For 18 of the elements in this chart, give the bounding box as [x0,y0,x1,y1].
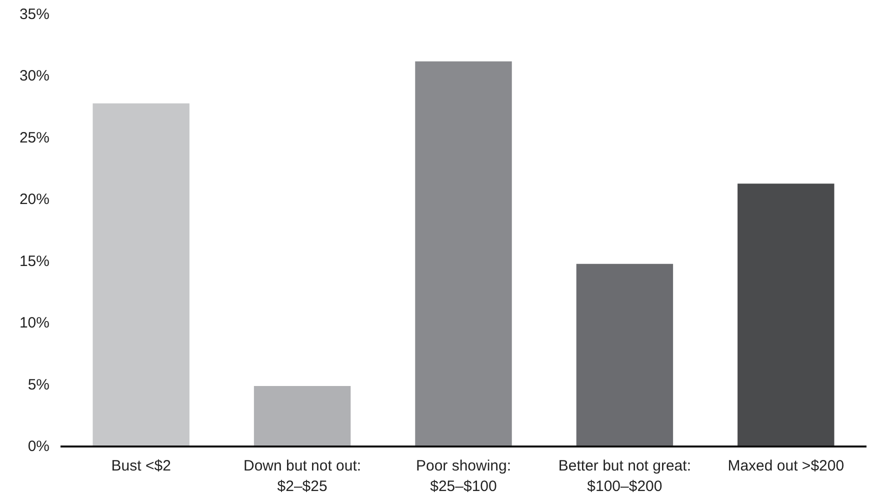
x-tick-label: Maxed out >$200 [728,458,844,474]
y-tick-label: 15% [19,252,50,270]
x-tick-label: Poor showing: $25–$100 [416,458,512,495]
y-tick-label: 30% [19,68,50,85]
y-tick-label: 20% [19,191,50,208]
bar [254,386,351,446]
y-tick-label: 25% [19,129,50,146]
y-tick-label: 5% [28,376,50,394]
bar [92,103,190,446]
x-tick-label: Bust <$2 [111,458,171,474]
y-tick-label: 10% [19,314,50,332]
bar [415,61,512,446]
x-tick-label: Down but not out: $2–$25 [244,458,362,495]
bar [738,184,834,446]
bar [576,264,674,446]
y-tick-label: 35% [19,6,50,23]
x-tick-label: Better but not great: $100–$200 [558,458,691,495]
y-tick-label: 0% [28,438,50,455]
